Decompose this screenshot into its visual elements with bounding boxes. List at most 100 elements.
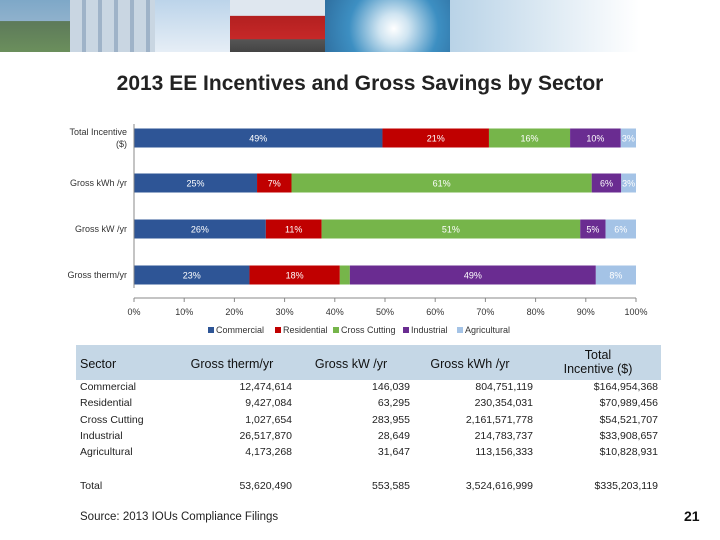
- table-row-value: 214,783,737: [474, 429, 533, 442]
- table-row-label: Agricultural: [80, 446, 133, 459]
- bar-total-incentive-commercial: [134, 128, 383, 148]
- legend-label-cross-cutting: Cross Cutting: [341, 325, 396, 335]
- table-total-row-value: 53,620,490: [239, 480, 292, 492]
- category-label: Total Incentive ($): [69, 127, 127, 149]
- table-total-row-value: 553,585: [372, 480, 410, 492]
- bar-gross-therm-yr-cross-cutting: [339, 265, 350, 285]
- table-header-total-incentive: Total Incentive ($): [563, 348, 633, 376]
- x-tick-label: 10%: [175, 307, 193, 317]
- page-number: 21: [684, 508, 700, 524]
- bar-gross-therm-yr-commercial: [134, 265, 250, 285]
- table-row-value: 230,354,031: [474, 397, 533, 410]
- bar-gross-kwh-yr-cross-cutting: [291, 173, 592, 193]
- x-tick-label: 70%: [476, 307, 494, 317]
- table-row-label: Cross Cutting: [80, 413, 144, 426]
- x-tick-label: 80%: [527, 307, 545, 317]
- data-label: 8%: [609, 271, 622, 281]
- data-label: 11%: [285, 225, 302, 235]
- bar-gross-kw-yr-industrial: [580, 219, 606, 239]
- source-note: Source: 2013 IOUs Compliance Filings: [80, 511, 279, 523]
- bar-gross-therm-yr-agricultural: [595, 265, 636, 285]
- table-row-value: $33,908,657: [599, 429, 658, 442]
- table-row-value: 28,649: [377, 429, 410, 442]
- table-row-value: 2,161,571,778: [465, 413, 533, 426]
- bar-gross-kwh-yr-commercial: [134, 173, 258, 193]
- x-tick-label: 20%: [225, 307, 243, 317]
- bar-total-incentive-industrial: [570, 128, 621, 148]
- legend-swatch-cross-cutting: [333, 327, 339, 333]
- legend-swatch-commercial: [208, 327, 214, 333]
- data-label: 7%: [268, 179, 281, 189]
- table-row-label: Commercial: [80, 381, 137, 393]
- x-tick-label: 90%: [577, 307, 595, 317]
- data-label: 6%: [614, 225, 627, 235]
- bar-gross-kwh-yr-industrial: [591, 173, 622, 193]
- table-row-value: 9,427,084: [245, 397, 292, 410]
- bar-total-incentive-cross-cutting: [488, 128, 571, 148]
- category-label: Gross kW /yr: [75, 224, 127, 234]
- bar-gross-therm-yr-industrial: [349, 265, 596, 285]
- table-row-value: $54,521,707: [599, 413, 658, 426]
- table-header-band: [76, 345, 661, 380]
- x-tick-label: 100%: [624, 307, 647, 317]
- data-label: 3%: [622, 134, 635, 144]
- table-row-value: 4,173,268: [245, 446, 292, 459]
- data-label: 6%: [600, 179, 613, 189]
- data-label: 23%: [183, 271, 201, 281]
- water-drop-photo: [325, 0, 450, 52]
- bar-total-incentive-agricultural: [620, 128, 636, 148]
- legend-label-commercial: Commercial: [216, 325, 264, 335]
- x-tick-label: 0%: [127, 307, 140, 317]
- table-row-value: $164,954,368: [593, 381, 658, 393]
- table-row-value: 283,955: [372, 413, 410, 426]
- table-total-row-value: 3,524,616,999: [465, 480, 533, 492]
- data-label: 51%: [442, 225, 460, 235]
- banner-fade: [450, 0, 720, 52]
- legend-label-industrial: Industrial: [411, 325, 448, 335]
- x-tick-label: 40%: [326, 307, 344, 317]
- bar-gross-kw-yr-cross-cutting: [321, 219, 581, 239]
- table-row-value: 804,751,119: [475, 381, 533, 393]
- table-row-value: 146,039: [372, 381, 410, 393]
- table-header-sector: Sector: [80, 357, 117, 371]
- bar-gross-kw-yr-agricultural: [605, 219, 636, 239]
- header-banner: [0, 0, 720, 52]
- data-label: 5%: [586, 225, 599, 235]
- legend-swatch-industrial: [403, 327, 409, 333]
- legend-label-residential: Residential: [283, 325, 328, 335]
- calculator-photo: [70, 0, 155, 52]
- table-row-value: 1,027,654: [245, 413, 292, 426]
- legend-swatch-residential: [275, 327, 281, 333]
- table-row-value: 31,647: [377, 446, 410, 459]
- data-label: 21%: [427, 134, 445, 144]
- data-label: 10%: [586, 134, 604, 144]
- table-row-label: Residential: [80, 397, 132, 410]
- category-label: Gross kWh /yr: [70, 178, 127, 188]
- stacked-bar-chart: 49% 21% 16% 10% 3% 25% 7% 61% 6% 3% 26% 11% 51% 5% 6% 2…: [67, 124, 648, 335]
- legend-swatch-agricultural: [457, 327, 463, 333]
- sky-photo: [155, 0, 230, 52]
- table-total-row-label: Total: [80, 480, 103, 492]
- table-row-value: 113,156,333: [475, 446, 533, 459]
- bar-gross-kw-yr-residential: [265, 219, 322, 239]
- table-header-gross-kwh-yr: Gross kWh /yr: [430, 357, 510, 371]
- table-row-value: $10,828,931: [599, 446, 658, 459]
- x-tick-label: 50%: [376, 307, 394, 317]
- page-title: 2013 EE Incentives and Gross Savings by …: [116, 72, 604, 95]
- bar-gross-kwh-yr-residential: [257, 173, 292, 193]
- table-row-value: 26,517,870: [239, 429, 292, 442]
- bar-gross-kw-yr-commercial: [134, 219, 266, 239]
- table-total-row-value: $335,203,119: [594, 480, 658, 492]
- table-row-value: 63,295: [377, 397, 410, 410]
- data-label: 16%: [521, 134, 539, 144]
- train-photo: [230, 0, 325, 52]
- table-header-gross-therm-yr: Gross therm/yr: [190, 357, 274, 371]
- category-label: Gross therm/yr: [67, 270, 127, 280]
- data-label: 25%: [187, 179, 205, 189]
- house-photo: [0, 0, 70, 52]
- bar-gross-therm-yr-residential: [249, 265, 340, 285]
- table-row-value: $70,989,456: [599, 397, 658, 410]
- table-row-label: Industrial: [80, 429, 123, 442]
- x-tick-label: 60%: [426, 307, 444, 317]
- data-label: 18%: [286, 271, 304, 281]
